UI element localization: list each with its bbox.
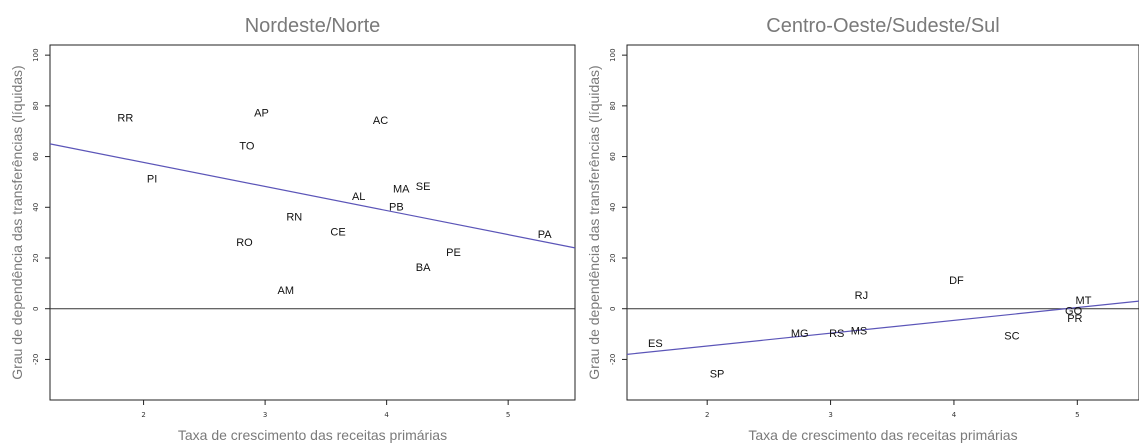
x-tick-label-left: 2 [141,411,145,419]
y-tick-label-left: 60 [32,152,40,161]
trend-line-left [49,143,576,249]
point-label-rj: RJ [855,290,868,302]
chart-title-right: Centro-Oeste/Sudeste/Sul [766,15,999,37]
point-label-pe: PE [446,247,461,259]
point-label-sc: SC [1004,331,1019,343]
x-tick-label-left: 4 [384,411,389,419]
plot-frame-right [626,44,1139,401]
y-tick-label-right: 100 [609,48,617,61]
y-tick-label-right: 80 [609,101,617,110]
x-axis-label-right: Taxa de crescimento das receitas primári… [748,427,1017,443]
x-axis-label-left: Taxa de crescimento das receitas primári… [178,427,447,443]
point-label-pi: PI [147,173,157,185]
point-label-ma: MA [393,184,410,196]
y-tick-label-right: 20 [609,254,617,263]
plot-frame-left [49,44,576,401]
point-label-df: DF [949,275,964,287]
point-label-pr: PR [1067,313,1082,325]
y-tick-label-left: 0 [32,306,40,310]
point-label-se: SE [416,181,431,193]
point-label-rn: RN [286,211,302,223]
x-tick-label-right: 4 [952,411,957,419]
point-label-ro: RO [236,237,253,249]
point-label-pa: PA [538,229,553,241]
y-tick-label-right: -20 [609,354,617,365]
y-axis-label-right: Grau de dependência das transferências (… [586,65,602,379]
y-tick-label-right: 40 [609,203,617,212]
point-label-mg: MG [791,328,809,340]
point-label-sp: SP [710,369,725,381]
y-tick-label-right: 60 [609,152,617,161]
y-tick-label-left: -20 [32,354,40,365]
point-label-ba: BA [416,262,431,274]
point-label-ap: AP [254,107,269,119]
point-label-rs: RS [829,328,844,340]
point-label-to: TO [239,140,255,152]
x-tick-label-right: 2 [705,411,709,419]
point-label-rr: RR [117,113,133,125]
y-tick-label-left: 100 [32,48,40,61]
point-label-pb: PB [389,201,404,213]
y-axis-label-left: Grau de dependência das transferências (… [9,65,25,379]
y-tick-label-right: 0 [609,306,617,310]
point-label-mt: MT [1076,295,1092,307]
point-label-ac: AC [373,115,388,127]
y-tick-label-left: 20 [32,254,40,263]
y-tick-label-left: 40 [32,203,40,212]
x-tick-label-left: 5 [506,411,510,419]
chart-title-left: Nordeste/Norte [245,15,381,37]
trend-line-right [626,300,1139,355]
x-tick-label-left: 3 [263,411,267,419]
x-tick-label-right: 5 [1075,411,1079,419]
y-tick-label-left: 80 [32,101,40,110]
point-label-ce: CE [330,227,345,239]
point-label-al: AL [352,191,365,203]
point-label-am: AM [278,285,295,297]
point-label-ms: MS [851,326,868,338]
point-label-go: GO [1065,305,1083,317]
x-tick-label-right: 3 [828,411,832,419]
point-label-es: ES [648,338,663,350]
